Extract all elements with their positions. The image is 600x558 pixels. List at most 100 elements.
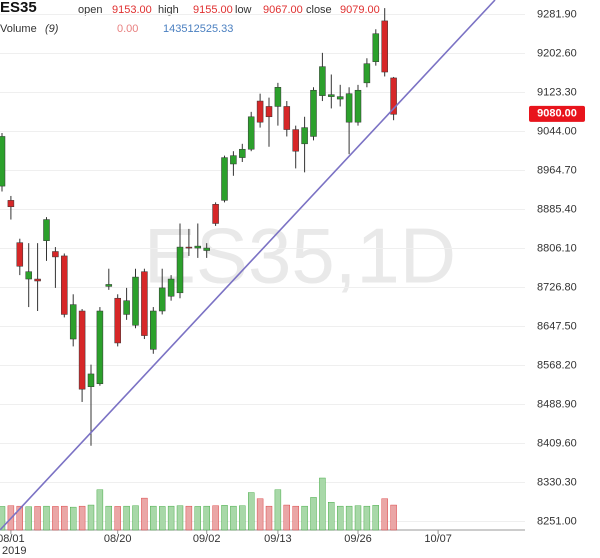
year-label: 2019	[2, 545, 26, 557]
y-tick-label: 8647.50	[537, 320, 577, 332]
candle-body	[336, 96, 344, 100]
overlay: 8251.00 8330.30 8409.60 8488.90 8568.20 8647.…	[0, 8, 585, 545]
candle-body	[150, 310, 157, 350]
candle-body	[301, 127, 308, 145]
y-tick-label: 8568.20	[537, 359, 577, 371]
volume-bar	[337, 505, 344, 531]
x-tick-label: 08/01	[0, 533, 25, 545]
volume-bar	[274, 489, 282, 531]
volume-bar	[78, 505, 86, 531]
volume-bar	[239, 505, 246, 531]
volume-bar	[310, 497, 317, 531]
last-price-label: 9080.00	[537, 108, 577, 120]
y-tick-label: 8885.40	[537, 203, 577, 215]
y-tick-label: 9202.60	[537, 47, 577, 59]
candle-body	[265, 106, 273, 118]
candle-body	[354, 89, 362, 123]
y-tick-label: 8251.00	[537, 515, 577, 527]
close-value: 9079.00	[340, 4, 380, 16]
volume-bar	[25, 506, 32, 531]
volume-bar	[319, 477, 326, 531]
candle-body	[283, 106, 291, 130]
volume-bar	[176, 505, 184, 531]
candle-body	[247, 116, 255, 150]
candle-body	[123, 300, 130, 315]
candle-body	[212, 204, 219, 224]
candle-body	[105, 284, 113, 287]
volume-bar	[390, 504, 397, 531]
low-value: 9067.00	[263, 4, 303, 16]
candle-body	[203, 247, 210, 251]
candle-body	[363, 63, 371, 84]
trend-line	[0, 0, 496, 531]
volume-bar	[328, 502, 335, 531]
candle-body	[239, 148, 246, 158]
y-tick-label: 8330.30	[537, 476, 577, 488]
candle-body	[114, 297, 121, 344]
candle-body	[310, 89, 317, 137]
candle-body	[158, 287, 166, 312]
y-tick-label: 8806.10	[537, 242, 577, 254]
candle-body	[25, 271, 32, 280]
candle-body	[372, 33, 380, 62]
volume-bar	[256, 498, 264, 531]
open-value: 9153.00	[112, 4, 152, 16]
volume-bar	[230, 505, 237, 531]
volume-bar	[185, 505, 193, 531]
high-label: high	[158, 4, 179, 16]
volume-label: Volume	[0, 23, 37, 35]
candle-body	[221, 157, 228, 201]
volume-bar	[283, 504, 290, 531]
volume-bar	[221, 505, 228, 531]
volume-bar	[87, 504, 95, 531]
volume-bar	[158, 506, 166, 531]
volume-bar	[381, 498, 388, 531]
volume-bar	[265, 505, 273, 531]
candle-body	[274, 87, 282, 107]
candle-body	[381, 20, 388, 73]
low-label: low	[235, 4, 252, 16]
symbol: ES35	[0, 0, 37, 16]
candle-body	[176, 246, 184, 294]
volume-bar	[105, 505, 113, 531]
volume-bar	[61, 505, 68, 531]
candle-body	[328, 94, 335, 97]
volume-bar	[114, 506, 121, 531]
volume-bar	[167, 505, 175, 531]
last-price-box	[529, 105, 585, 122]
open-label: open	[78, 4, 102, 16]
candle-body	[194, 245, 202, 249]
y-tick-label: 8488.90	[537, 398, 577, 410]
candle-body	[345, 93, 353, 123]
volume-bar	[123, 505, 130, 531]
candle-body	[34, 278, 41, 282]
volume-bar	[203, 505, 210, 531]
candle-body	[16, 242, 24, 267]
volume-bar	[52, 506, 59, 531]
volume-bar	[372, 505, 379, 531]
volume-bar	[69, 506, 77, 531]
y-tick-label: 9044.00	[537, 125, 577, 137]
volume-bar	[345, 505, 353, 531]
high-value: 9155.00	[193, 4, 233, 16]
candle-body	[43, 219, 50, 241]
candle-body	[167, 278, 175, 297]
volume-bar	[0, 506, 6, 531]
volume-bar	[354, 505, 362, 531]
volume-ma: 143512525.33	[163, 23, 233, 35]
x-tick-label: 09/26	[344, 533, 372, 545]
candle-body	[7, 200, 15, 208]
volume-period: (9)	[45, 23, 59, 35]
candle-body	[52, 251, 59, 258]
candle-body	[78, 310, 86, 390]
y-tick-label: 9123.30	[537, 86, 577, 98]
volume-bar	[194, 506, 202, 531]
candle-body	[61, 255, 68, 315]
x-tick-label: 08/20	[104, 533, 132, 545]
candle-body	[256, 100, 264, 123]
y-tick-label: 8964.70	[537, 164, 577, 176]
candle-body	[0, 136, 6, 187]
volume-bar	[141, 497, 148, 531]
volume-bar	[301, 505, 308, 531]
watermark: ES35,1D	[144, 212, 456, 300]
